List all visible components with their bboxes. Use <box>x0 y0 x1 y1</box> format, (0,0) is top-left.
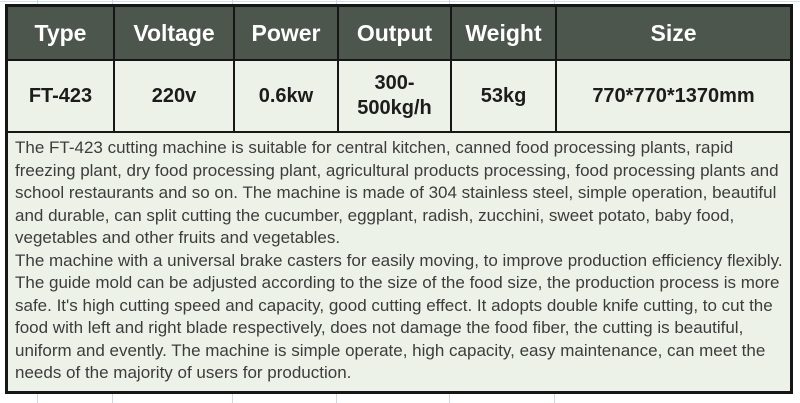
header-cell-size: Size <box>555 6 791 61</box>
value-cell-output: 300-500kg/h <box>337 59 452 132</box>
spec-table: Type Voltage Power Output Weight Size FT… <box>7 6 791 132</box>
value-cell-power: 0.6kw <box>233 59 339 132</box>
sheet-gridline-horizontal <box>0 1 800 2</box>
header-cell-weight: Weight <box>450 6 557 61</box>
value-cell-type: FT-423 <box>7 59 115 132</box>
description-paragraph-2: The machine with a universal brake caste… <box>15 250 783 383</box>
value-cell-weight: 53kg <box>450 59 557 132</box>
product-description: The FT-423 cutting machine is suitable f… <box>8 131 790 391</box>
value-cell-voltage: 220v <box>113 59 235 132</box>
product-spec-sheet: Type Voltage Power Output Weight Size FT… <box>5 4 793 394</box>
spec-value-row: FT-423 220v 0.6kw 300-500kg/h 53kg 770*7… <box>7 59 791 132</box>
header-cell-power: Power <box>233 6 339 61</box>
header-cell-output: Output <box>337 6 452 61</box>
header-cell-type: Type <box>7 6 115 61</box>
value-cell-size: 770*770*1370mm <box>555 59 791 132</box>
description-paragraph-1: The FT-423 cutting machine is suitable f… <box>15 138 779 247</box>
spec-header-row: Type Voltage Power Output Weight Size <box>7 6 791 61</box>
header-cell-voltage: Voltage <box>113 6 235 61</box>
